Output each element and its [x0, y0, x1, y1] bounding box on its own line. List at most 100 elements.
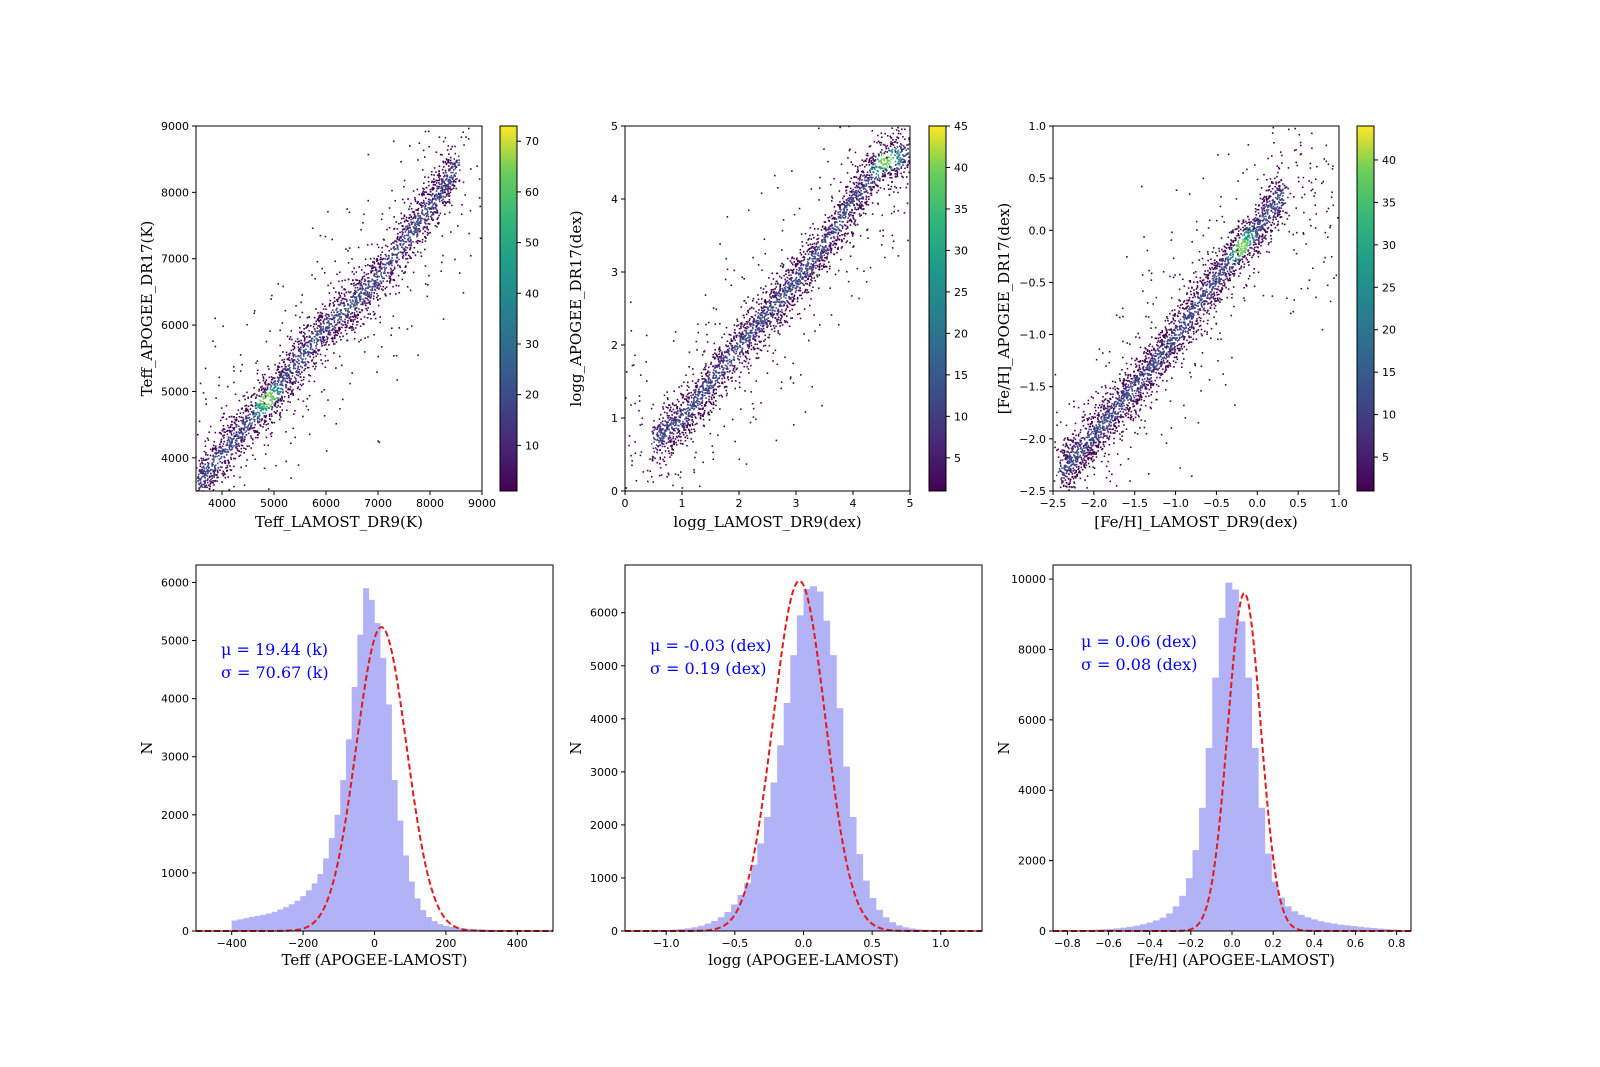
scatter-point — [765, 311, 768, 314]
scatter-point — [218, 446, 220, 449]
scatter-point — [683, 429, 685, 431]
scatter-point — [395, 293, 397, 295]
scatter-point — [740, 325, 742, 328]
scatter-point — [421, 238, 424, 241]
scatter-point — [851, 199, 853, 201]
scatter-point — [899, 122, 901, 124]
scatter-point — [445, 202, 448, 205]
scatter-point — [870, 192, 873, 195]
scatter-point — [379, 267, 382, 269]
scatter-point — [868, 158, 871, 160]
scatter-point — [239, 476, 241, 479]
scatter-point — [415, 241, 418, 243]
scatter-point — [752, 307, 755, 310]
scatter-point — [403, 236, 405, 238]
scatter-point — [416, 234, 419, 237]
scatter-point — [433, 198, 436, 200]
scatter-point — [264, 453, 267, 455]
scatter-point — [328, 305, 331, 307]
scatter-point — [365, 304, 367, 307]
scatter-point — [330, 323, 333, 325]
scatter-point — [338, 296, 340, 299]
scatter-point — [758, 336, 760, 338]
scatter-point — [235, 419, 237, 422]
scatter-point — [315, 320, 317, 323]
scatter-point — [349, 313, 352, 315]
scatter-point — [738, 381, 741, 384]
scatter-point — [831, 240, 834, 243]
scatter-point — [252, 413, 255, 415]
scatter-point — [288, 359, 291, 362]
scatter-point — [226, 429, 229, 432]
scatter-point — [374, 267, 377, 269]
scatter-point — [676, 419, 679, 422]
scatter-point — [808, 268, 811, 270]
scatter-point — [205, 398, 207, 400]
scatter-point — [353, 273, 355, 275]
scatter-point — [808, 275, 811, 278]
scatter-point — [403, 242, 405, 245]
scatter-point — [450, 174, 453, 177]
scatter-point — [268, 415, 271, 417]
scatter-point — [405, 241, 408, 243]
scatter-point — [761, 316, 764, 319]
scatter-point — [388, 277, 391, 280]
scatter-point — [206, 472, 209, 475]
scatter-point — [722, 361, 725, 364]
scatter-point — [409, 248, 411, 251]
scatter-point — [419, 220, 422, 222]
scatter-point — [390, 243, 393, 245]
scatter-point — [327, 321, 329, 324]
scatter-point — [343, 293, 346, 296]
scatter-point — [352, 316, 355, 318]
scatter-point — [212, 489, 215, 491]
scatter-point — [708, 400, 710, 403]
scatter-point — [427, 176, 430, 179]
scatter-point — [713, 369, 715, 371]
scatter-point — [897, 130, 900, 132]
scatter-point — [429, 231, 431, 234]
scatter-point — [193, 470, 195, 472]
scatter-point — [270, 403, 273, 406]
scatter-point — [339, 304, 341, 306]
scatter-point — [201, 483, 204, 486]
scatter-point — [219, 466, 222, 468]
scatter-point — [695, 396, 697, 399]
scatter-point — [845, 213, 847, 215]
scatter-point — [438, 170, 440, 173]
scatter-point — [865, 195, 868, 198]
scatter-point — [818, 265, 821, 268]
scatter-point — [857, 208, 860, 211]
scatter-point — [299, 316, 301, 319]
scatter-point — [427, 130, 430, 133]
scatter-point — [823, 259, 826, 262]
scatter-point — [685, 416, 687, 419]
scatter-point — [287, 395, 290, 397]
scatter-point — [420, 201, 423, 204]
scatter-point — [359, 283, 362, 285]
scatter-point — [223, 529, 225, 531]
scatter-point — [258, 390, 260, 392]
scatter-point — [726, 340, 729, 343]
scatter-point — [702, 381, 704, 384]
scatter-point — [204, 473, 206, 476]
scatter-point — [449, 181, 452, 184]
scatter-point — [388, 261, 390, 263]
scatter-point — [890, 158, 893, 161]
scatter-point — [309, 374, 312, 377]
scatter-point — [264, 397, 267, 400]
scatter-point — [791, 300, 794, 303]
scatter-point — [257, 436, 259, 439]
scatter-point — [246, 419, 248, 422]
scatter-point — [247, 417, 249, 419]
scatter-point — [312, 332, 314, 335]
scatter-point — [401, 251, 403, 254]
scatter-point — [209, 483, 212, 485]
scatter-point — [361, 276, 364, 278]
scatter-point — [204, 482, 206, 485]
scatter-point — [292, 367, 295, 370]
scatter-point — [302, 346, 305, 348]
scatter-point — [297, 349, 300, 351]
scatter-point — [443, 200, 446, 203]
scatter-point — [797, 259, 799, 262]
